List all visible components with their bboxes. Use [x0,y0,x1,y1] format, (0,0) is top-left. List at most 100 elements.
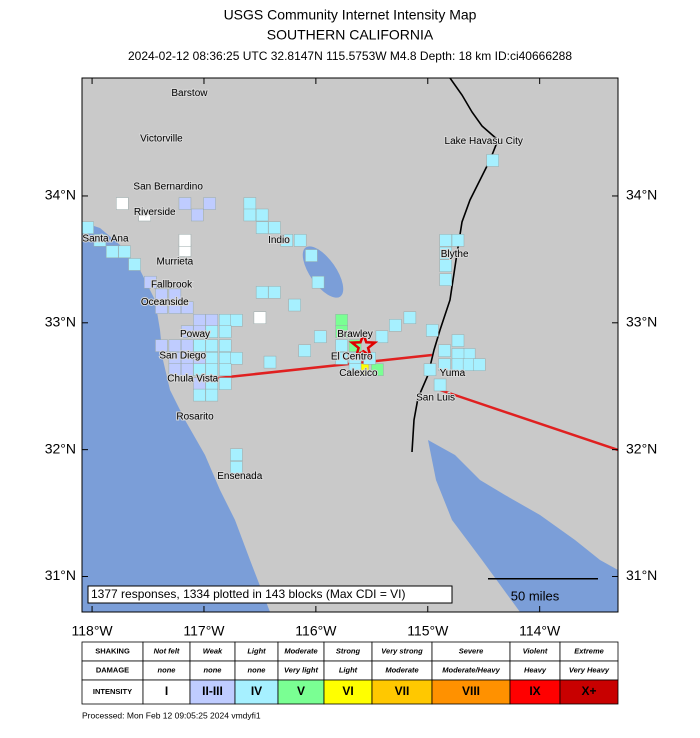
damage-label: Very light [284,665,318,674]
legend-cell [277,679,325,705]
lat-label: 33°N [626,314,657,330]
legend-cell [559,679,619,705]
scale-label: 50 miles [511,588,560,603]
legend-cell [81,679,144,705]
shaking-label: Severe [459,646,484,655]
intensity-label: II-III [202,684,223,698]
city-label: Calexico [339,368,378,379]
city-label: Lake Havasu City [445,136,523,147]
intensity-label: VII [395,684,410,698]
intensity-block [288,298,301,312]
intensity-block [486,154,499,167]
legend-row-label: SHAKING [95,646,130,655]
city-label: Poway [180,329,210,340]
intensity-block [205,388,219,402]
intensity-block [255,286,269,299]
shaking-label: Extreme [574,646,604,655]
title: USGS Community Internet Intensity Map [224,7,477,23]
region: SOUTHERN CALIFORNIA [267,27,434,43]
intensity-block [243,197,257,210]
intensity-label: V [297,684,305,698]
intensity-block [311,275,325,289]
shaking-label: Moderate [284,646,317,655]
legend-cell [142,679,191,705]
intensity-block [280,234,294,247]
intensity-block [268,286,281,299]
intensity-block [205,363,219,376]
lat-label: 32°N [45,440,76,456]
epicenter-star [348,330,379,359]
intensity-block [451,234,465,247]
intensity-block [218,352,232,365]
ticks: 34°N 34°N 33°N 33°N 32°N 32°N 31°N 31°N 118°W 117… [45,78,657,639]
intensity-block [255,208,269,222]
intensity-block [230,352,243,365]
shaking-label: Light [247,646,266,655]
damage-label: none [248,665,266,674]
intensity-block [180,325,194,338]
intensity-block [193,314,206,327]
damage-label: Heavy [524,665,547,674]
city-label: Rosarito [176,411,214,422]
intensity-block [335,352,348,365]
intensity-block [218,314,232,327]
intensity-block [180,363,194,376]
intensity-block [144,275,157,289]
intensity-block [205,314,219,327]
intensity-block [298,344,311,357]
intensity-block [191,208,204,222]
intensity-block [218,363,232,376]
intensity-block [243,208,257,222]
intensity-block [335,325,348,338]
intensity-block [193,339,206,352]
intensity-block [155,301,168,314]
intensity-block [218,377,232,390]
scale-bar [488,578,598,580]
lat-label: 34°N [626,187,657,203]
intensity-block [439,259,452,272]
fault-line [199,353,618,452]
damage-label: Moderate [385,665,418,674]
city-label: Victorville [140,134,183,145]
intensity-block [82,221,94,234]
intensity-block [438,344,451,357]
intensity-block [203,197,216,210]
intensity-label: VIII [462,684,480,698]
intensity-block [438,358,451,371]
lat-label: 32°N [626,440,657,456]
intensity-block [371,363,384,376]
intensity-block [305,249,318,262]
damage-label: none [204,665,222,674]
lon-label: 114°W [519,623,561,639]
lat-label: 34°N [45,187,76,203]
city-label: Indio [268,235,290,246]
lat-label: 33°N [45,314,76,330]
intensity-block [253,311,267,324]
border-line [411,78,499,453]
intensity-block [138,208,151,222]
intensity-block [439,273,452,286]
intensity-block [335,314,348,327]
note-box [87,585,453,604]
intensity-block [335,339,348,352]
city-label: Yuma [440,368,466,379]
damage-label: Very Heavy [569,665,610,674]
city-label: Barstow [171,88,208,99]
lon-label: 115°W [407,623,449,639]
city-label: Blythe [441,249,469,260]
intensity-block [389,319,402,332]
intensity-block [193,363,206,376]
intensity-block [433,378,447,392]
city-label: Oceanside [141,297,189,308]
map-frame [81,77,619,613]
lon-label: 117°W [183,623,225,639]
intensity-label: X+ [581,684,596,698]
map: Barstow Victorville San Bernardino Riversid… [82,78,618,612]
intensity-block [178,234,192,247]
intensity-label: VI [342,684,353,698]
city-label: Fallbrook [151,279,193,290]
intensity-block [218,339,232,352]
blocks [82,154,499,474]
intensity-label: IV [251,684,262,698]
intensity-block [93,234,107,247]
